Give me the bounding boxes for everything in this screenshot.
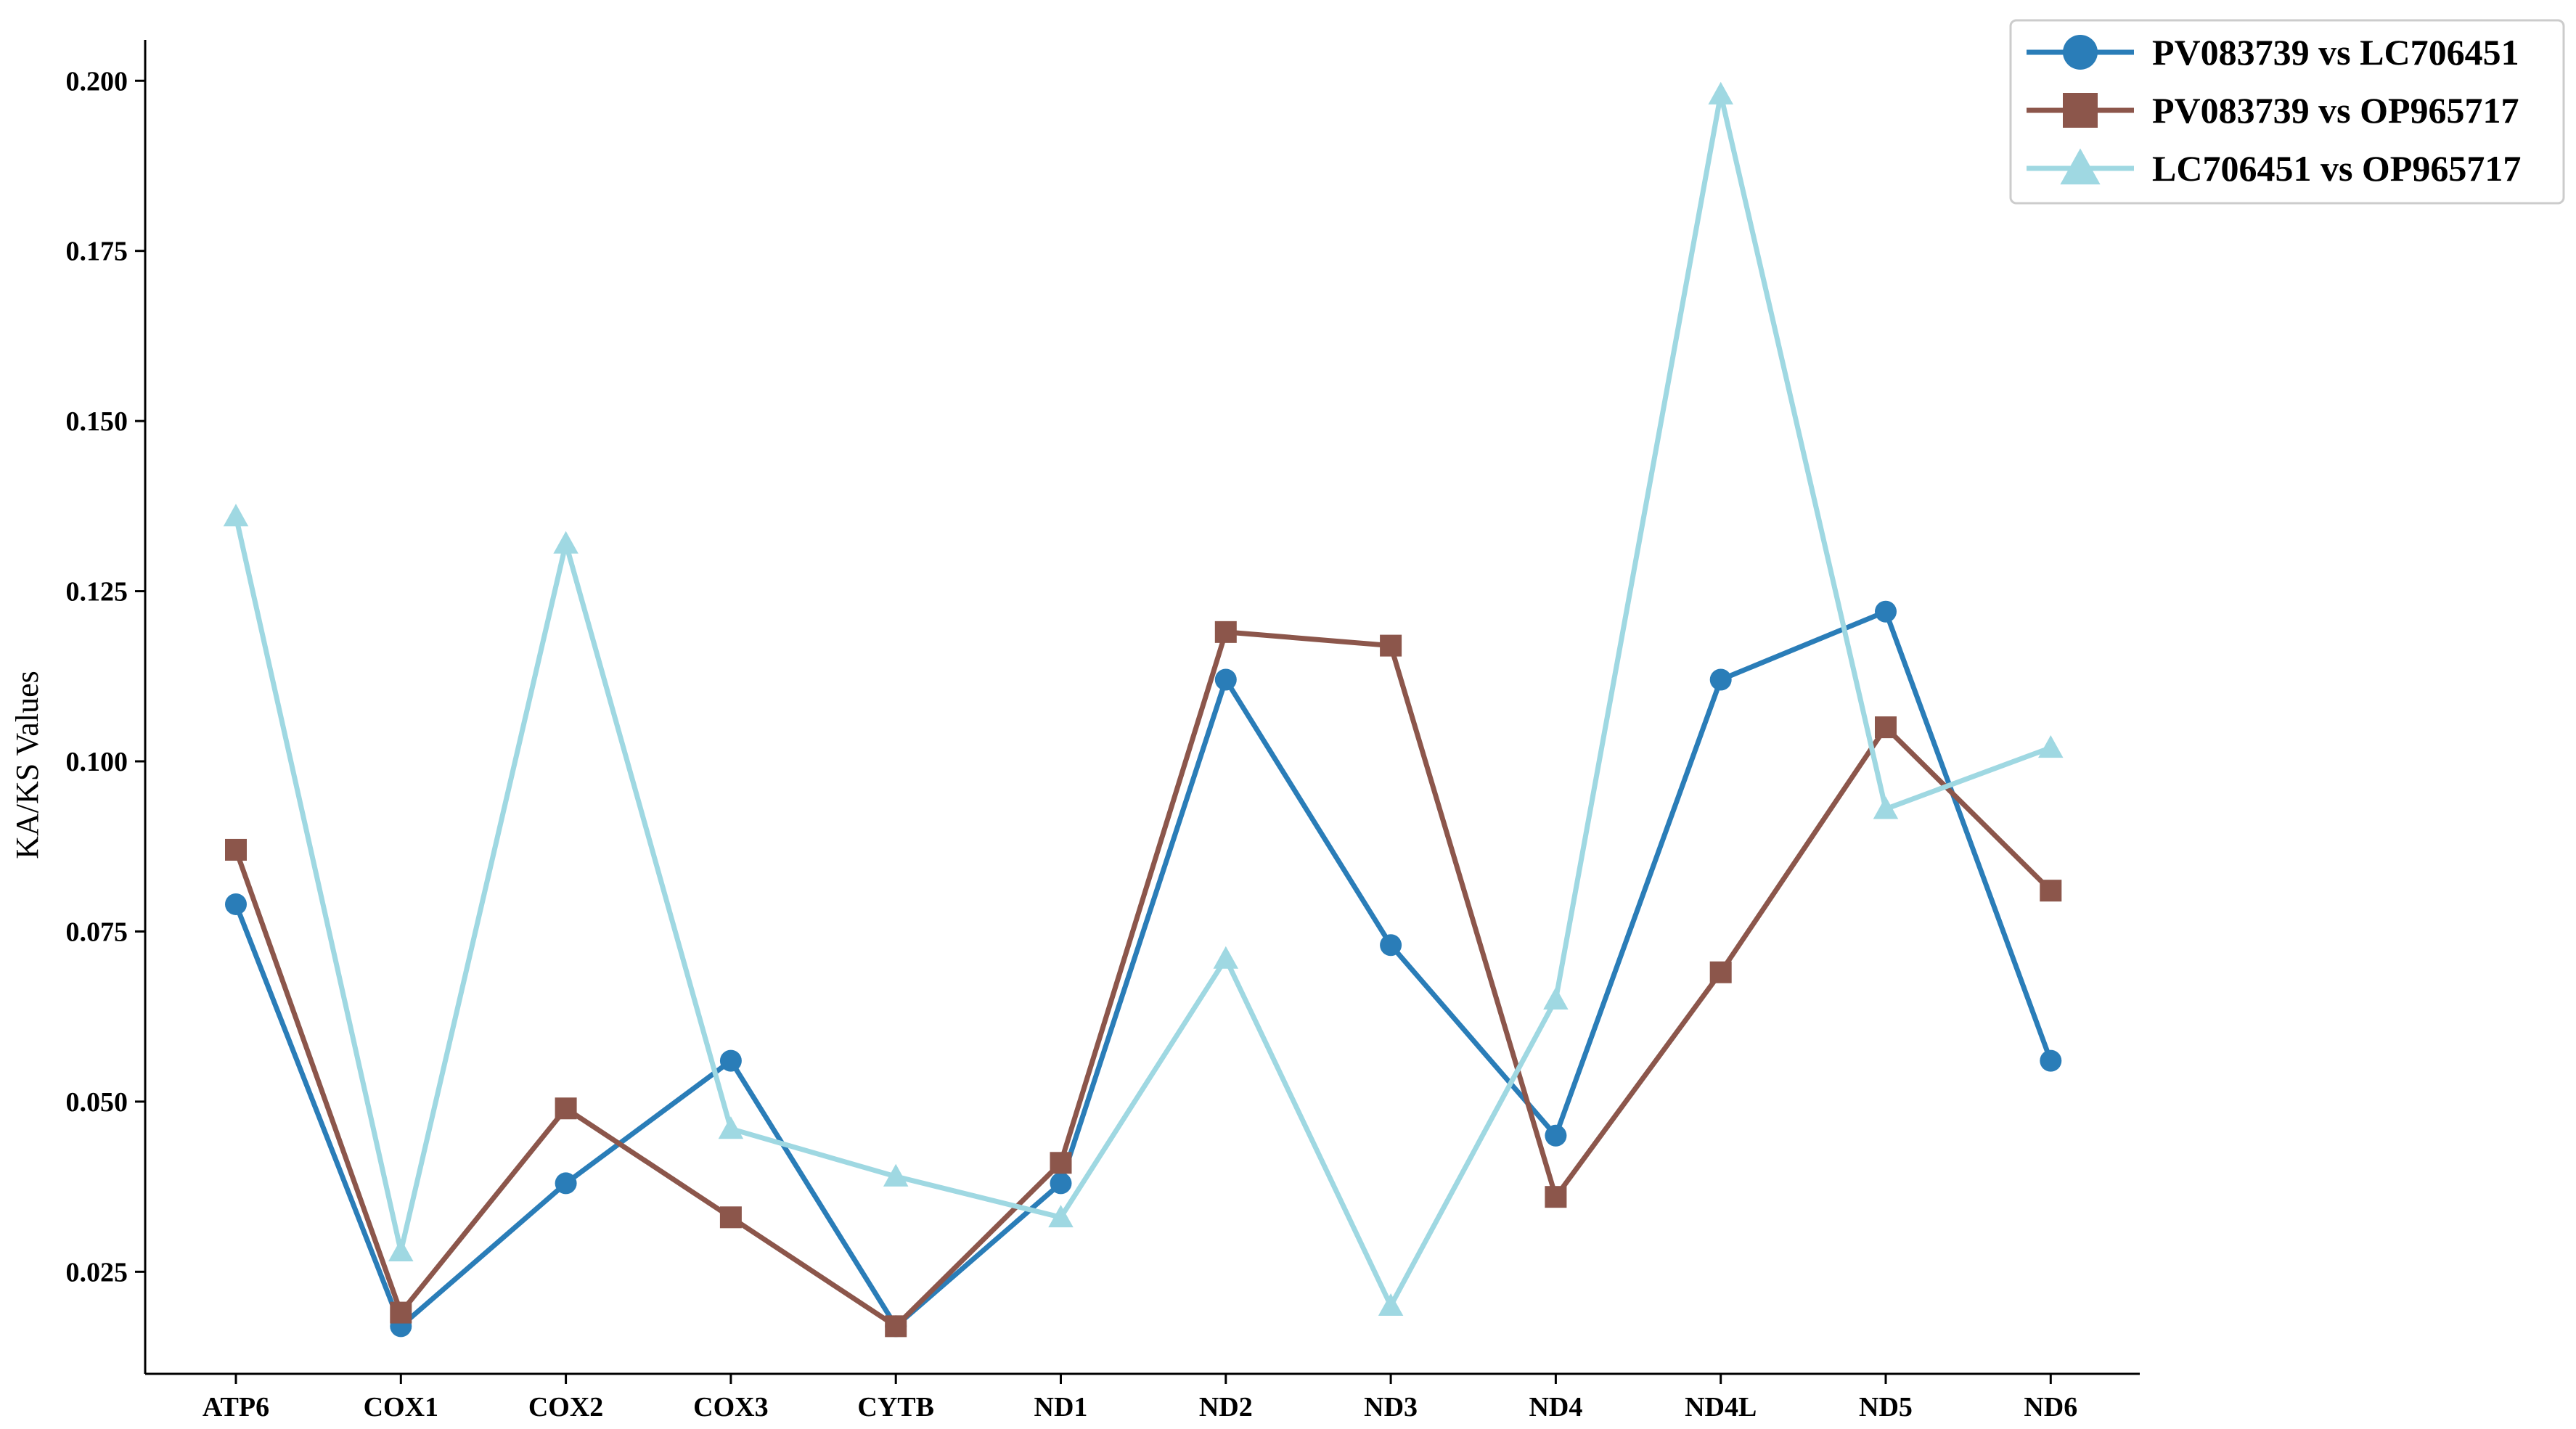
data-point	[223, 504, 249, 527]
x-tick-label: COX1	[364, 1392, 438, 1422]
data-point	[1875, 600, 1897, 623]
data-point	[719, 1049, 742, 1072]
x-tick-label: ND6	[2024, 1392, 2077, 1422]
data-point	[1380, 634, 1402, 657]
y-tick-label: 0.025	[66, 1257, 128, 1287]
x-tick-label: COX3	[693, 1392, 768, 1422]
data-point	[555, 1097, 577, 1120]
data-point	[1545, 1186, 1567, 1208]
series-line	[233, 91, 2052, 1309]
legend-item-2: PV083739 vs OP965717	[2027, 90, 2519, 131]
data-point	[1543, 986, 1569, 1010]
data-point	[1873, 796, 1899, 819]
series-3	[223, 81, 2064, 1317]
data-point	[1545, 1124, 1567, 1147]
legend-item-3: LC706451 vs OP965717	[2027, 148, 2521, 189]
series-layer	[223, 81, 2064, 1338]
legend-item-1: PV083739 vs LC706451	[2027, 32, 2519, 73]
data-point	[1214, 668, 1237, 691]
y-axis-ticks: 0.025 0.050 0.075 0.100 0.125 0.150 0.175 0.200	[66, 66, 145, 1287]
y-tick-label: 0.075	[66, 917, 128, 947]
data-point	[1214, 621, 1237, 643]
data-point	[2038, 735, 2064, 758]
data-point	[553, 531, 578, 554]
series-1	[225, 600, 2062, 1338]
data-point	[719, 1206, 742, 1229]
series-line	[233, 609, 2053, 1329]
data-point	[2040, 1049, 2062, 1072]
data-point	[225, 838, 247, 861]
x-tick-label: COX2	[528, 1392, 603, 1422]
series-2	[225, 621, 2062, 1338]
data-point	[1048, 1205, 1074, 1228]
y-tick-label: 0.050	[66, 1087, 128, 1118]
data-point	[1213, 946, 1239, 969]
y-tick-label: 0.150	[66, 406, 128, 437]
data-point	[388, 1238, 414, 1262]
x-tick-label: ND4	[1529, 1392, 1582, 1422]
legend-label: PV083739 vs LC706451	[2152, 32, 2519, 73]
data-point	[2040, 880, 2062, 902]
data-point	[390, 1301, 412, 1324]
axes	[144, 40, 2140, 1375]
x-tick-label: ND5	[1859, 1392, 1913, 1422]
legend-label: LC706451 vs OP965717	[2152, 148, 2521, 189]
data-point	[1709, 668, 1732, 691]
legend: PV083739 vs LC706451 PV083739 vs OP965717…	[2009, 19, 2565, 205]
y-tick-label: 0.200	[66, 66, 128, 97]
y-tick-label: 0.175	[66, 237, 128, 267]
x-axis-ticks: ATP6 COX1 COX2 COX3 CYTB ND1 ND2 ND3 ND4 ND4L ND5 N…	[203, 1374, 2077, 1422]
data-point	[1708, 81, 1733, 105]
x-tick-label: ND3	[1364, 1392, 1418, 1422]
legend-marker	[2063, 35, 2098, 70]
series-line	[233, 629, 2053, 1329]
y-tick-label: 0.100	[66, 747, 128, 777]
data-point	[1050, 1152, 1072, 1174]
x-tick-label: ND1	[1034, 1392, 1088, 1422]
data-point	[885, 1315, 907, 1338]
data-point	[555, 1172, 577, 1195]
y-axis-label: KA/KS Values	[9, 671, 45, 859]
data-point	[1380, 934, 1402, 957]
y-tick-label: 0.125	[66, 577, 128, 607]
x-tick-label: CYTB	[857, 1392, 934, 1422]
data-point	[1875, 716, 1897, 739]
legend-box	[2009, 19, 2565, 205]
data-point	[718, 1116, 744, 1139]
x-tick-label: ND2	[1199, 1392, 1253, 1422]
data-point	[883, 1163, 909, 1187]
data-point	[1050, 1172, 1072, 1195]
x-tick-label: ATP6	[203, 1392, 269, 1422]
legend-marker	[2063, 93, 2098, 128]
data-point	[1709, 961, 1732, 983]
data-point	[1378, 1293, 1404, 1317]
legend-label: PV083739 vs OP965717	[2152, 90, 2519, 131]
legend-marker	[2060, 148, 2101, 185]
x-tick-label: ND4L	[1685, 1392, 1757, 1422]
data-point	[225, 893, 247, 915]
